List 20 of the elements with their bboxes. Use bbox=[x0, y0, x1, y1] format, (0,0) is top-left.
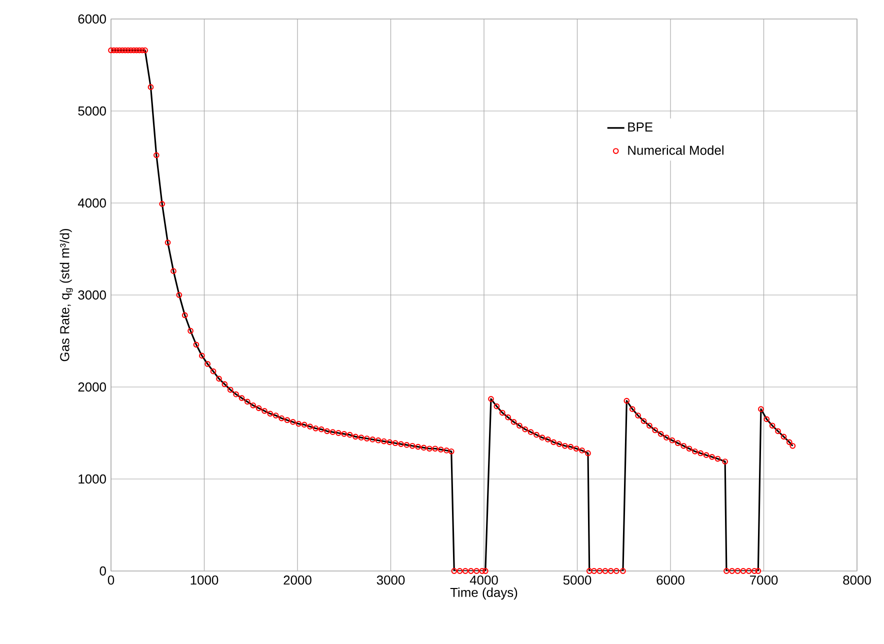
x-axis-title: Time (days) bbox=[450, 588, 518, 600]
y-tick-label: 6000 bbox=[78, 14, 106, 24]
x-tick-label: 2000 bbox=[284, 576, 312, 585]
y-tick-label: 3000 bbox=[78, 290, 106, 300]
x-tick-label: 6000 bbox=[656, 576, 684, 585]
x-tick-label: 4000 bbox=[470, 576, 498, 585]
x-tick-label: 1000 bbox=[190, 576, 218, 585]
x-tick-label: 3000 bbox=[376, 576, 405, 585]
y-tick-label: 5000 bbox=[78, 106, 106, 116]
x-tick-label: 5000 bbox=[563, 576, 592, 585]
y-tick-label: 1000 bbox=[78, 474, 106, 484]
legend-label: Numerical Model bbox=[628, 145, 724, 155]
x-tick-label: 0 bbox=[108, 576, 114, 585]
y-axis-title: Gas Rate, q$_{g}$ (std m³/d) bbox=[60, 228, 73, 362]
y-tick-label: 0 bbox=[100, 566, 106, 576]
y-tick-label: 2000 bbox=[78, 382, 106, 392]
y-tick-label: 4000 bbox=[78, 198, 106, 208]
x-tick-label: 7000 bbox=[750, 576, 778, 585]
x-tick-label: 8000 bbox=[843, 576, 871, 585]
legend-label: BPE bbox=[628, 122, 653, 132]
